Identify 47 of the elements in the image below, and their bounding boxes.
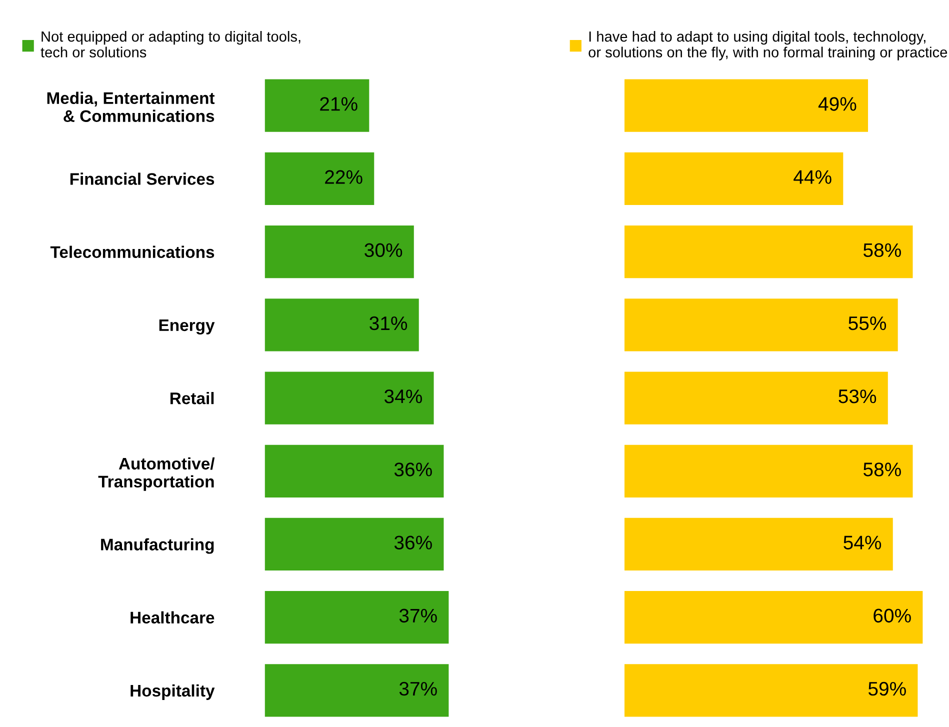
data-label: 44% [794,170,832,184]
legend-label: I have had to adapt to using digital tools, technology, or solutions on the fly, with no formal training or practice [588,31,948,60]
data-label: 34% [384,389,422,404]
bar [264,298,419,352]
bar [264,518,444,571]
data-label: 37% [399,682,437,696]
y-tick-label: Financial Services [70,172,214,185]
bar [624,664,918,717]
data-label: 59% [868,682,906,696]
bar [624,298,898,352]
bar [624,372,888,424]
data-label: 30% [364,243,402,258]
bar [624,444,913,498]
bar [264,152,374,206]
y-tick-label: Media, Entertainment & Communications [47,92,215,122]
legend-label: Not equipped or adapting to digital tools, tech or solutions [40,31,300,58]
y-tick-label: Healthcare [130,611,214,624]
y-tick-label: Energy [159,319,215,334]
bar [264,226,414,278]
bar [624,518,893,571]
data-label: 58% [864,462,901,476]
bar [624,591,923,644]
bar [624,79,868,132]
data-label: 54% [844,536,882,550]
bar [264,664,449,717]
data-label: 53% [838,389,876,404]
data-label: 36% [394,536,432,550]
data-label: 36% [394,462,432,476]
bar [624,152,844,206]
data-label: 55% [848,316,886,330]
y-tick-label: Hospitality [130,684,215,700]
y-tick-label: Automotive/ Transportation [98,457,215,491]
data-label: 21% [320,97,358,111]
bar [264,79,370,132]
data-label: 58% [864,243,901,258]
data-label: 22% [325,170,362,184]
bar [624,226,913,278]
data-label: 49% [818,97,856,111]
bar [264,591,449,644]
data-label: 31% [370,316,408,330]
y-tick-label: Manufacturing [101,538,214,554]
data-label: 60% [874,608,911,623]
data-label: 37% [399,608,437,623]
bar [264,444,444,498]
bar [264,372,434,424]
y-tick-label: Retail [170,392,214,404]
y-tick-label: Telecommunications [50,246,214,258]
